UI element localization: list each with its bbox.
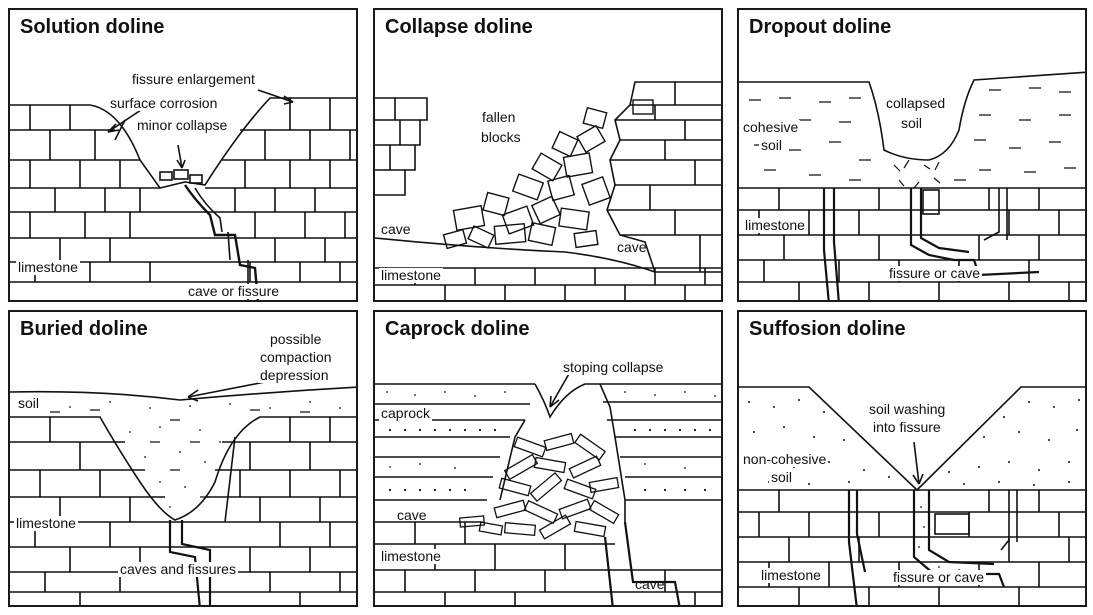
- panel-title: Buried doline: [20, 318, 148, 340]
- panel-suffosion-doline: Suffosion doline soil washing into fissu…: [737, 310, 1087, 607]
- label-caprock: caprock: [379, 405, 433, 421]
- panel-collapse-doline: Collapse doline fallen blocks cave cave …: [373, 8, 723, 302]
- label-fallen: fallen: [480, 109, 518, 125]
- panel-title: Suffosion doline: [749, 318, 906, 340]
- label-compaction: compaction: [258, 349, 334, 365]
- panel-caprock-doline: Caprock doline stoping collapse caprock …: [373, 310, 723, 607]
- panel-title: Caprock doline: [385, 318, 530, 340]
- label-limestone: limestone: [16, 259, 80, 275]
- label-limestone: limestone: [14, 515, 78, 531]
- label-cave-or-fissure: cave or fissure: [186, 283, 282, 299]
- label-collapsed: collapsed: [884, 95, 948, 111]
- label-into-fissure: into fissure: [871, 419, 943, 435]
- panel-title: Dropout doline: [749, 16, 892, 38]
- dropout-doline-illustration: [739, 71, 1085, 300]
- label-stoping-collapse: stoping collapse: [561, 359, 666, 375]
- label-soil: soil: [759, 137, 785, 153]
- label-soil-washing: soil washing: [867, 401, 948, 417]
- caprock-doline-illustration: [375, 371, 721, 605]
- label-caves-and-fissures: caves and fissures: [118, 561, 238, 577]
- label-cave-right: cave: [617, 239, 647, 255]
- collapse-doline-illustration: [375, 81, 721, 300]
- label-fissure-or-cave: fissure or cave: [891, 569, 987, 585]
- label-cave-left: cave: [397, 507, 427, 523]
- suffosion-doline-illustration: [739, 386, 1085, 605]
- label-cohesive: cohesive: [741, 119, 801, 135]
- label-limestone: limestone: [379, 267, 443, 283]
- label-collapsed-soil: soil: [899, 115, 925, 131]
- label-possible: possible: [268, 331, 324, 347]
- panel-title: Collapse doline: [385, 16, 533, 38]
- solution-doline-illustration: [10, 89, 356, 300]
- label-non-cohesive: non-cohesive: [741, 451, 829, 467]
- label-limestone: limestone: [743, 217, 807, 233]
- panel-buried-doline: Buried doline possible compaction depres…: [8, 310, 358, 607]
- label-surface-corrosion: surface corrosion: [108, 95, 220, 111]
- label-depression: depression: [258, 367, 331, 383]
- label-minor-collapse: minor collapse: [135, 117, 230, 133]
- label-soil: soil: [769, 469, 795, 485]
- panel-solution-doline: Solution doline fissure enlargement surf…: [8, 8, 358, 302]
- buried-doline-illustration: [10, 381, 356, 605]
- label-blocks: blocks: [479, 129, 523, 145]
- label-cave-left: cave: [381, 221, 411, 237]
- panel-title: Solution doline: [20, 16, 165, 38]
- label-fissure-enlargement: fissure enlargement: [130, 71, 257, 87]
- label-soil: soil: [16, 395, 42, 411]
- label-limestone: limestone: [379, 548, 443, 564]
- label-limestone: limestone: [759, 567, 823, 583]
- panel-dropout-doline: Dropout doline cohesive soil collapsed s…: [737, 8, 1087, 302]
- label-cave-bottom: cave: [635, 576, 665, 592]
- label-fissure-or-cave: fissure or cave: [887, 265, 983, 281]
